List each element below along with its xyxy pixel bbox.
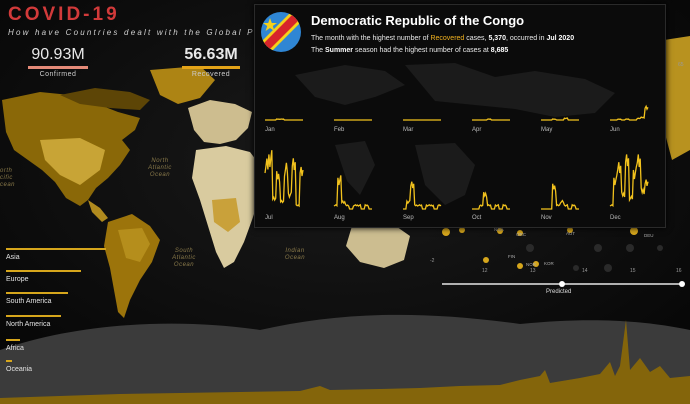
country-tooltip: Democratic Republic of the Congo The mon… [254,4,666,228]
sparkline-oct [472,191,510,210]
recovered-value: 56.63M [184,46,238,63]
month-label: Nov [541,215,552,221]
scatter-code: KOR [544,261,554,266]
predicted-scatter [442,227,663,272]
sparkline-jun [610,104,649,121]
month-label: Sep [403,215,414,221]
continent-label: Africa [6,345,24,352]
australia-landmass[interactable] [346,222,410,268]
continent-europe[interactable]: Europe [6,270,116,283]
sparkline-dec [609,154,649,208]
confirmed-bar [28,66,88,69]
sparkline-may [541,117,579,121]
ocean-label-indian: Indian Ocean [284,248,306,261]
tooltip-peak-month-line: The month with the highest number of Rec… [311,35,575,42]
scatter-x-tick: 16 [676,268,682,274]
ocean-label-north-atlantic: North Atlantic Ocean [148,158,172,178]
dashboard-subtitle: How have Countries dealt with the Global… [8,28,254,37]
scatter-x-tick: 15 [630,268,636,274]
scatter-side-tick: 65 [678,62,684,68]
dashboard-title: COVID-19 [8,4,120,25]
sparkline-aug [333,175,372,210]
scatter-x-tick: 14 [582,268,588,274]
continent-asia[interactable]: Asia [6,248,116,261]
continent-africa[interactable]: Africa [6,339,116,352]
asia-landmass[interactable] [664,36,690,160]
confirmed-label: Confirmed [39,71,77,78]
sparkline-apr [472,118,510,121]
scatter-code: NGA [494,227,504,232]
month-label: Feb [334,127,345,133]
predicted-label: Predicted [546,289,572,295]
continent-label: Europe [6,276,29,283]
monthly-sparklines: Jan Feb Mar Apr May Jun Jul Aug Sep Oct Nov Dec [264,104,649,221]
continent-label: Asia [6,254,20,261]
ocean-label-pacific: orth cific cean [0,168,16,188]
continent-label: South America [6,298,52,305]
predicted-slider[interactable] [438,278,688,290]
month-label: Apr [472,127,481,133]
continent-north-america[interactable]: North America [6,315,116,328]
tooltip-country-name: Democratic Republic of the Congo [311,13,525,28]
month-label: Jul [265,215,273,221]
scatter-code: AUT [566,231,575,236]
scatter-code: FIN [508,254,516,259]
confirmed-value: 90.93M [31,46,85,63]
scatter-code: NOR [526,262,536,267]
month-label: Jan [265,127,275,133]
sparkline-sep [403,181,442,210]
month-label: Aug [334,215,345,221]
month-label: Mar [403,127,413,133]
scatter-code: GRC [516,232,526,237]
sparkline-jan [265,118,303,121]
confirmed-kpi[interactable]: 90.93M Confirmed [28,46,88,78]
month-label: Jun [610,127,620,133]
europe-landmass[interactable] [188,100,252,144]
continent-label: North America [6,321,51,328]
tooltip-season-line: The Summer season had the highest number… [311,47,509,54]
month-label: Oct [472,215,482,221]
sparkline-jul [264,150,304,208]
slider-handle[interactable] [679,281,685,287]
recovered-kpi[interactable]: 56.63M Recovered [182,46,240,78]
continent-label: Oceania [6,366,33,373]
continent-south-america[interactable]: South America [6,292,116,305]
tooltip-background [255,5,665,227]
continent-oceania[interactable]: Oceania [6,360,116,373]
scatter-x-tick: 13 [530,268,536,274]
greenland-landmass[interactable] [150,66,215,104]
month-label: May [541,127,552,133]
recovered-label: Recovered [191,71,231,78]
scatter-y-tick: -2 [430,258,435,264]
month-label: Dec [610,215,621,221]
timeline-area-chart[interactable] [0,320,690,404]
slider-handle[interactable] [559,281,565,287]
scatter-code: DEU [644,233,654,238]
recovered-bar [182,66,240,69]
scatter-x-tick: 12 [482,268,488,274]
sparkline-nov [541,183,579,210]
ocean-label-south-atlantic: South Atlantic Ocean [172,248,196,268]
drc-flag-icon [261,12,301,52]
